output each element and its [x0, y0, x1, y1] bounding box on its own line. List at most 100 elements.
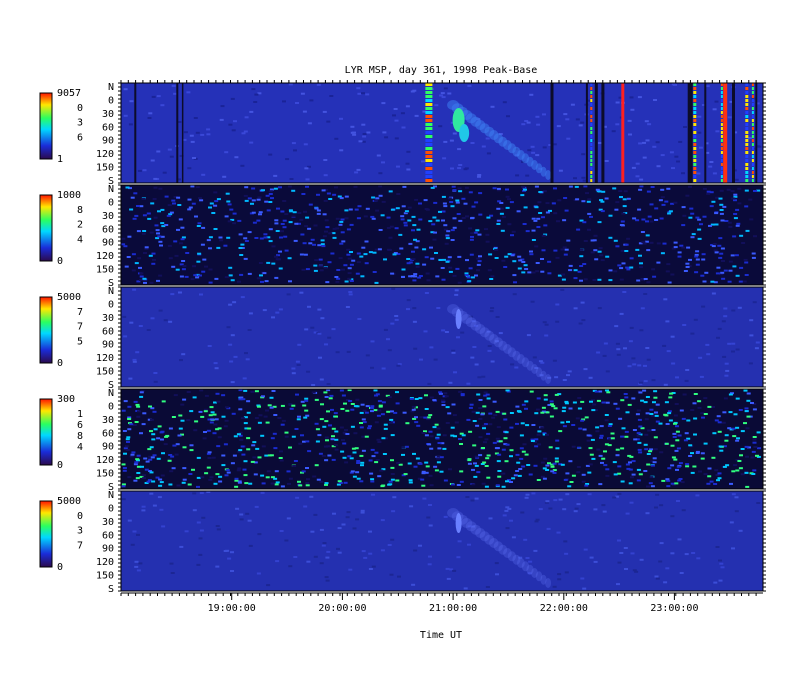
y-tick-label: 0: [108, 503, 114, 514]
y-tick-label: 90: [102, 238, 114, 249]
y-tick-label: 60: [102, 326, 114, 337]
colorbar: 9057 0 3 6 1: [39, 88, 83, 165]
colorbar-tick-label: 3: [77, 118, 83, 129]
y-tick-label: 30: [102, 109, 114, 120]
colorbar-tick-label: 8: [77, 431, 83, 442]
aurora-arc: [447, 508, 552, 588]
colorbar: 5000 7 7 5 0: [39, 292, 83, 369]
colorbar-gradient: [39, 194, 53, 262]
x-tick-label: 22:00:00: [540, 603, 588, 614]
y-tick-label: S: [108, 278, 114, 289]
colorbar-tick-label: 4: [77, 234, 83, 245]
colorbar-min-label: 0: [57, 562, 63, 573]
red-stripe: [621, 83, 625, 183]
y-tick-label: 120: [96, 149, 114, 160]
colorbar-tick-label: 4: [77, 442, 83, 453]
data-gap-stripes: [134, 83, 758, 183]
y-axis: N 0 30 60 90 120 150 S: [96, 490, 766, 595]
y-axis: N 0 30 60 90 120 150 S: [96, 82, 766, 187]
y-tick-label: 0: [108, 401, 114, 412]
panel-3: N 0 30 60 90 120 150 S 5000 7 7 5 0: [39, 286, 766, 391]
colorbar-tick-label: 1: [77, 409, 83, 420]
y-tick-label: N: [108, 388, 114, 399]
y-tick-label: N: [108, 82, 114, 93]
panel-5: N 0 30 60 90 120 150 S 5000 0 3 7 0: [39, 490, 766, 595]
y-tick-label: 120: [96, 251, 114, 262]
colorbar-tick-label: 8: [77, 205, 83, 216]
y-tick-label: S: [108, 482, 114, 493]
y-tick-label: 30: [102, 517, 114, 528]
y-tick-label: 120: [96, 353, 114, 364]
panel-frame: [120, 286, 764, 388]
y-axis: N 0 30 60 90 120 150 S: [96, 388, 766, 493]
aurora-core: [455, 513, 462, 533]
colorbar-tick-label: 7: [77, 307, 83, 318]
colorbar-tick-label: 6: [77, 132, 83, 143]
x-tick-label: 21:00:00: [429, 603, 477, 614]
colorbar-tick-label: 2: [77, 220, 83, 231]
colorbar-gradient: [39, 92, 53, 160]
panel-noise: [121, 389, 761, 488]
x-tick-label: 20:00:00: [318, 603, 366, 614]
y-tick-label: S: [108, 584, 114, 595]
colorbar-max-label: 300: [57, 394, 75, 405]
y-tick-label: 150: [96, 265, 114, 276]
y-tick-label: 120: [96, 455, 114, 466]
colorbar-tick-label: 3: [77, 526, 83, 537]
aurora-arc: [447, 304, 552, 384]
colorbar-tick-label: 6: [77, 420, 83, 431]
colorbar-max-label: 1000: [57, 190, 81, 201]
y-axis: N 0 30 60 90 120 150 S: [96, 286, 766, 391]
y-tick-label: 120: [96, 557, 114, 568]
y-tick-label: N: [108, 184, 114, 195]
y-axis: N 0 30 60 90 120 150 S: [96, 184, 766, 289]
x-tick-label: 23:00:00: [650, 603, 698, 614]
colorbar-min-label: 0: [57, 460, 63, 471]
panel-2: N 0 30 60 90 120 150 S 1000 8 2 4 0: [39, 184, 766, 289]
chart-title: LYR MSP, day 361, 1998 Peak-Base: [345, 65, 538, 76]
y-tick-label: 90: [102, 544, 114, 555]
aurora-core: [455, 309, 462, 329]
y-tick-label: 60: [102, 122, 114, 133]
colorbar-tick-label: 7: [77, 540, 83, 551]
aurora-core: [459, 124, 470, 142]
y-tick-label: 0: [108, 197, 114, 208]
y-tick-label: 30: [102, 313, 114, 324]
red-stripe: [723, 83, 728, 183]
y-tick-label: 60: [102, 428, 114, 439]
colorbar-min-label: 0: [57, 358, 63, 369]
y-tick-label: 30: [102, 415, 114, 426]
panel-noise: [121, 491, 761, 590]
colorbar-gradient: [39, 500, 53, 568]
colorbar-tick-label: 0: [77, 103, 83, 114]
y-tick-label: 90: [102, 442, 114, 453]
y-tick-label: 150: [96, 571, 114, 582]
colorbar-tick-label: 0: [77, 511, 83, 522]
colorbar-max-label: 9057: [57, 88, 81, 99]
y-tick-label: 150: [96, 367, 114, 378]
y-tick-label: 90: [102, 340, 114, 351]
aurora-arc: [447, 100, 552, 180]
y-tick-label: 30: [102, 211, 114, 222]
colorbar-max-label: 5000: [57, 496, 81, 507]
colorbar-tick-label: 5: [77, 336, 83, 347]
y-tick-label: 60: [102, 224, 114, 235]
panel-frame: [120, 184, 764, 286]
panel-noise: [121, 185, 761, 284]
y-tick-label: S: [108, 176, 114, 187]
colorbar-max-label: 5000: [57, 292, 81, 303]
panel-heatmap-background: [121, 287, 763, 387]
x-axis-label: Time UT: [420, 630, 462, 641]
colorbar: 1000 8 2 4 0: [39, 190, 83, 267]
y-tick-label: 150: [96, 163, 114, 174]
panel-noise: [122, 287, 760, 386]
panel-frame: [120, 490, 764, 592]
y-tick-label: 60: [102, 530, 114, 541]
y-tick-label: 0: [108, 299, 114, 310]
y-tick-label: 90: [102, 136, 114, 147]
y-tick-label: N: [108, 490, 114, 501]
colorbar: 5000 0 3 7 0: [39, 496, 83, 573]
